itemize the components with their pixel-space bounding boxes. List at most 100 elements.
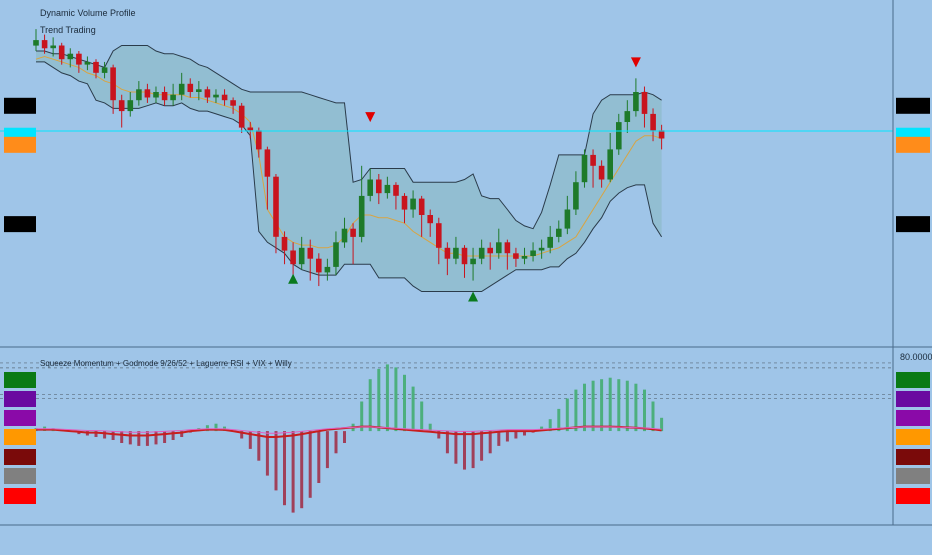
momentum-bar [360, 401, 364, 432]
candle-body [470, 258, 476, 265]
candle-body [170, 94, 176, 101]
momentum-bar [283, 431, 286, 506]
candle-body [341, 228, 348, 243]
candle-body [127, 100, 134, 112]
left-indicator-badge-bg [4, 449, 36, 465]
candle-body [384, 184, 391, 194]
candle-body [101, 67, 108, 73]
indicator-badge-bg [896, 488, 930, 504]
candle-body [33, 40, 39, 46]
candle-body [136, 89, 142, 101]
indicator-badge-bg [896, 372, 930, 388]
bottom-panel-title: Squeeze Momentum + Godmode 9/26/52 + Lag… [40, 359, 292, 368]
momentum-bar [428, 423, 432, 432]
momentum-bar [103, 431, 107, 439]
indicator-badge-bg [896, 391, 930, 407]
candle-body [436, 223, 442, 248]
price-badge-bg [896, 136, 930, 153]
momentum-bar [548, 419, 552, 432]
momentum-bar [488, 431, 492, 454]
candle-body [333, 242, 339, 267]
left-indicator-badge-bg [4, 429, 36, 445]
candle-body [50, 45, 56, 49]
candle-body [598, 165, 605, 180]
left-indicator-badge-bg [4, 372, 36, 388]
momentum-bar [403, 374, 406, 432]
momentum-bar [617, 379, 621, 432]
left-indicator-badge-bg [4, 410, 36, 426]
top-panel-title: Dynamic Volume Profile [40, 8, 136, 18]
left-price-badge-bg [4, 216, 36, 233]
momentum-bar [471, 431, 475, 469]
candle-body [650, 113, 656, 131]
candle-body [530, 250, 536, 256]
momentum-bar [385, 364, 389, 432]
momentum-bar [145, 431, 149, 446]
candle-body [67, 53, 74, 60]
left-price-badge-bg [4, 136, 36, 153]
candle-body [118, 100, 125, 112]
momentum-bar [600, 379, 604, 432]
momentum-bar [411, 386, 415, 432]
signals-layer [288, 57, 641, 302]
candle-body [444, 247, 451, 259]
candle-body [316, 258, 322, 273]
indicator-badge-bg [896, 449, 930, 465]
laguerre-line [36, 426, 662, 434]
momentum-bar [591, 380, 595, 432]
candle-body [590, 154, 596, 166]
momentum-bar [420, 401, 424, 432]
momentum-bar [368, 379, 372, 432]
momentum-bar [437, 431, 441, 439]
candle-body [187, 83, 194, 92]
momentum-bar [377, 368, 381, 432]
momentum-bar [94, 431, 98, 437]
momentum-bar [445, 431, 449, 454]
momentum-bar [454, 431, 458, 464]
momentum-bar [317, 431, 321, 483]
candle-body [367, 179, 373, 196]
candle-body [230, 100, 236, 106]
momentum-bar [214, 423, 218, 432]
momentum-bar [334, 431, 338, 454]
candle-body [564, 209, 571, 229]
candle-body [84, 61, 91, 65]
momentum-bar [274, 431, 278, 491]
momentum-bar [394, 367, 398, 432]
candle-body [58, 45, 65, 60]
candle-body [641, 92, 648, 114]
candle-body [281, 236, 288, 251]
candle-body [110, 67, 116, 101]
candle-body [410, 198, 416, 210]
left-indicator-badge-bg [4, 391, 36, 407]
momentum-bar [137, 431, 141, 446]
momentum-bar [291, 431, 295, 513]
candle-body [616, 122, 622, 150]
candle-body [487, 247, 493, 254]
candles-layer [33, 29, 665, 287]
momentum-bar [163, 431, 167, 443]
momentum-bar [128, 431, 132, 445]
candle-body [307, 247, 314, 259]
momentum-bar [205, 425, 209, 432]
candle-body [196, 89, 202, 92]
candle-body [324, 266, 331, 273]
candle-body [538, 247, 545, 251]
candle-body [393, 184, 399, 196]
left-indicator-badge-bg [4, 488, 36, 504]
momentum-bar [625, 380, 629, 432]
buy-arrow-icon [288, 273, 299, 284]
bottom-y-tick-80: 80.0000 [900, 352, 932, 362]
candle-body [238, 105, 245, 128]
candle-body [478, 247, 485, 259]
momentum-bar [343, 431, 346, 443]
candle-body [401, 195, 408, 210]
momentum-bar [325, 431, 329, 469]
candle-body [624, 111, 631, 122]
band-area [36, 45, 662, 292]
momentum-bar [257, 431, 261, 461]
band-upper-line [36, 45, 662, 230]
momentum-bar [308, 431, 312, 498]
left-price-badge-bg [4, 97, 36, 114]
momentum-bar [154, 431, 158, 445]
